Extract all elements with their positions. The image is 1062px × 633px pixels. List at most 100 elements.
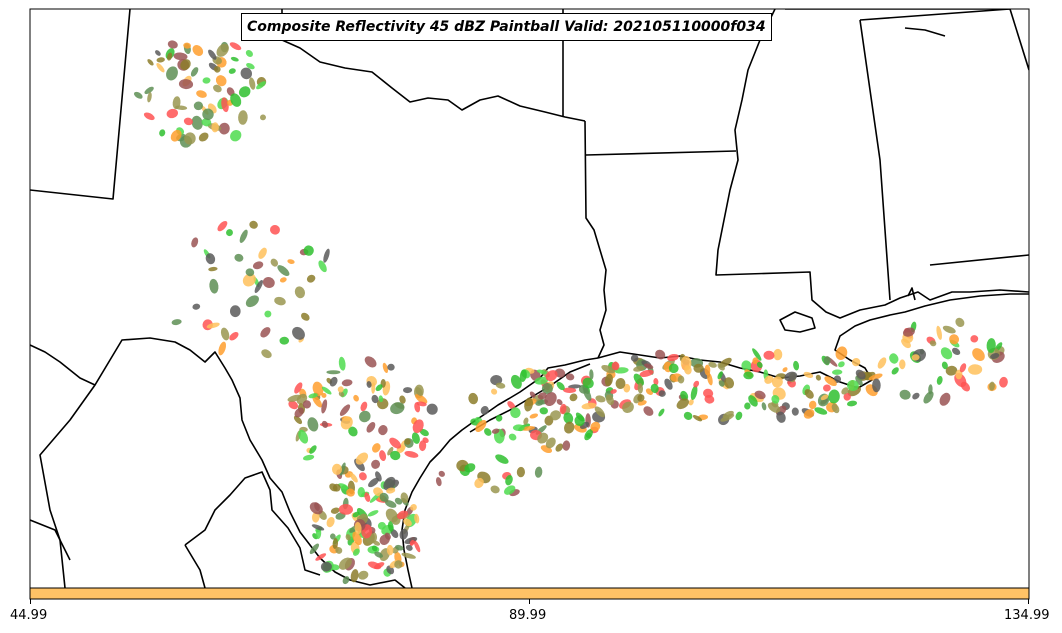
storm-cell [293,415,303,425]
storm-cell [357,487,365,498]
storm-cell [377,521,386,530]
storm-cell [215,75,227,87]
storm-cell [342,576,350,585]
storm-cell [568,384,582,389]
storm-cell [401,552,416,559]
storm-cell [412,419,424,434]
storm-cell [399,528,409,540]
storm-cell [941,361,948,370]
storm-cell [911,354,920,361]
storm-cell [311,524,325,531]
storm-cell [338,503,353,515]
storm-cell [387,446,394,456]
storm-cell [680,390,689,401]
storm-cell [418,440,427,452]
storm-cell [159,129,166,137]
storm-cell [835,346,848,360]
storm-cell [585,432,592,439]
storm-cell [175,105,188,110]
storm-cell [288,400,299,410]
storm-cell [367,510,379,517]
storm-cell [354,522,362,535]
storm-cell [147,59,154,66]
map-title-text: Composite Reflectivity 45 dBZ Paintball … [247,19,766,35]
storm-cell [604,373,613,387]
storm-cell [166,52,173,61]
storm-cell [516,466,526,478]
storm-cell [594,406,605,418]
storm-cell [326,516,335,528]
storm-cell [610,389,617,394]
storm-cell [824,376,837,387]
lake-pontchartrain [779,311,816,333]
storm-cell [891,367,899,375]
storm-cell [693,380,700,388]
storm-cell [708,361,717,368]
storm-cell [562,440,571,451]
storm-cell [523,417,529,425]
storm-cell [832,369,843,375]
storm-cell [539,407,548,415]
storm-cell [193,101,203,111]
storm-cell [658,408,665,417]
storm-cell [955,317,965,328]
storm-cell [484,428,492,436]
storm-cell [970,335,979,343]
storm-cell [505,475,513,486]
storm-cell [358,472,367,481]
storm-cell [415,387,423,396]
storm-cell [843,393,851,401]
storm-cell [637,383,644,394]
storm-cell [302,454,315,461]
storm-cell [410,504,417,511]
storm-cell [828,389,840,404]
storm-cell [192,303,201,310]
storm-cell [191,115,203,130]
storm-cell [338,391,345,397]
storm-cell [664,378,673,390]
storm-cell [359,410,371,423]
storm-cell [793,360,800,371]
storm-cell [254,280,263,293]
storm-cell [563,387,577,394]
storm-cell [170,129,182,142]
storm-cell [385,500,397,508]
storm-cell [220,327,230,341]
al-ga-border [1009,9,1029,71]
storm-cell [605,394,614,406]
storm-cell [754,390,766,400]
storm-cell [464,463,476,473]
storm-cell [590,421,601,432]
storm-cell [623,383,631,393]
storm-cell [400,492,409,504]
storm-cell [495,454,509,464]
storm-cell [804,389,814,399]
storm-cell [382,362,389,374]
storm-cell [544,392,557,407]
storm-cell [411,432,420,444]
storm-cell [261,349,272,359]
storm-cell [630,354,639,362]
storm-cell [279,336,290,345]
storm-cell [312,395,323,408]
storm-cell [763,350,775,360]
storm-cell [581,402,597,410]
storm-cell [952,347,961,356]
mexico-state-line-1 [39,384,96,588]
storm-cell [196,90,207,98]
storm-cell [541,383,553,395]
storm-cell [803,371,814,378]
storm-cells-layer [133,40,1008,585]
storm-cell [202,77,211,84]
storm-cell [338,557,352,570]
storm-cell [791,407,799,416]
storm-cell [166,66,178,81]
storm-cell [959,363,967,373]
storm-cell [776,411,786,423]
storm-cell [773,348,783,361]
storm-cell [349,472,358,483]
storm-cell [820,394,829,401]
storm-cell [595,395,606,403]
storm-cell [986,338,996,353]
